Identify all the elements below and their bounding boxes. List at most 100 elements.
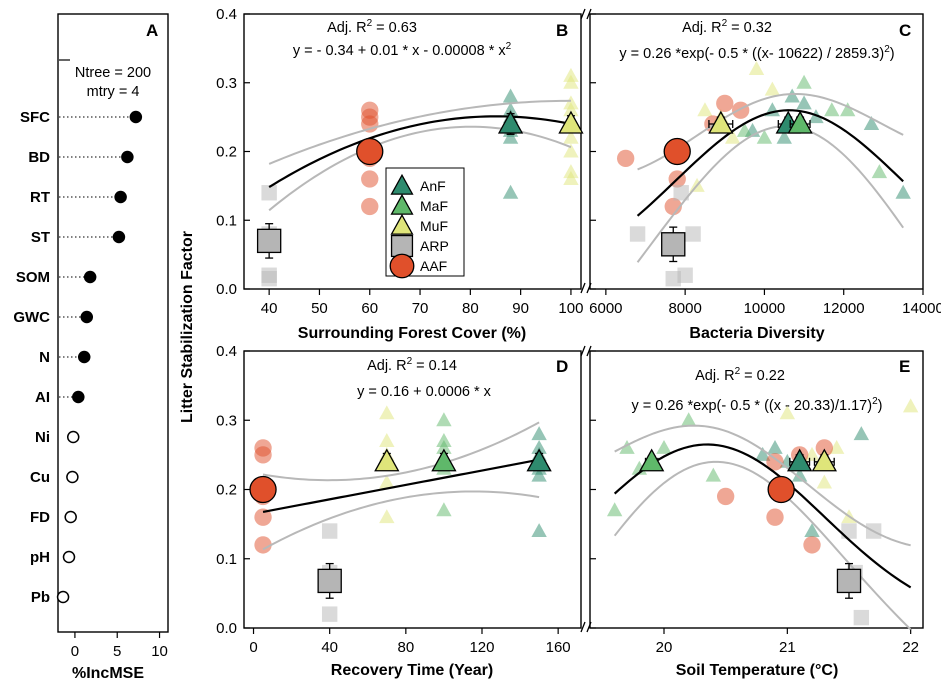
panel-b-label: B — [556, 21, 568, 40]
panel-d-x-tick-label: 160 — [546, 639, 571, 656]
raw-point-anf — [776, 129, 792, 144]
raw-point-muf — [748, 61, 765, 75]
panel-c-label: C — [899, 21, 911, 40]
panel-d-y-tick-label: 0.1 — [216, 551, 237, 568]
panel-d-label: D — [556, 357, 568, 376]
raw-point-maf — [436, 439, 452, 454]
panel-b-y-tick-label: 0.0 — [216, 281, 237, 298]
panel-d-x-tick-label: 120 — [469, 639, 494, 656]
importance-point-bd — [121, 150, 134, 164]
mean-point-maf — [639, 448, 665, 472]
raw-point-maf — [436, 502, 452, 517]
raw-point-maf — [436, 412, 452, 427]
legend: AnF MaF MuF ARP AAF — [385, 167, 465, 279]
raw-point-muf — [816, 474, 833, 489]
predictor-label-sfc: SFC — [20, 109, 50, 126]
panel-a-x-tick-label: 10 — [151, 643, 168, 660]
panel-e-x-tick-label: 20 — [656, 639, 673, 656]
predictor-label-fd: FD — [30, 509, 50, 526]
panel-b-x-tick-label: 40 — [261, 300, 278, 317]
panel-b-x-label: Surrounding Forest Cover (%) — [298, 325, 526, 342]
panel-d-x-tick-label: 40 — [321, 639, 338, 656]
raw-point-anf — [502, 184, 519, 199]
axis-break-mark — [586, 282, 592, 294]
raw-point-muf — [828, 439, 845, 454]
raw-point-muf — [697, 102, 713, 117]
mean-point-arp — [317, 568, 342, 594]
raw-point-muf — [779, 405, 796, 420]
importance-point-n — [77, 350, 91, 364]
panel-a-mtry: mtry = 4 — [87, 84, 140, 100]
panel-c-equation: y = 0.26 *exp(- 0.5 * ((x- 10622) / 2859… — [619, 44, 894, 62]
raw-point-anf — [895, 184, 911, 199]
importance-point-fd — [64, 510, 77, 524]
raw-point-arp — [321, 523, 338, 539]
raw-point-aaf — [766, 453, 784, 471]
raw-point-muf — [379, 509, 395, 524]
raw-point-muf — [764, 81, 781, 96]
raw-point-aaf — [254, 536, 272, 554]
raw-point-maf — [736, 122, 753, 137]
predictor-label-gwc: GWC — [13, 309, 50, 326]
raw-point-muf — [563, 171, 579, 185]
predictor-label-rt: RT — [30, 189, 50, 206]
raw-point-aaf — [815, 439, 834, 457]
raw-point-anf — [754, 446, 771, 461]
panel-b-r2: Adj. R2 = 0.63 — [327, 18, 417, 36]
raw-point-maf — [756, 129, 773, 144]
mean-point-arp — [256, 228, 282, 254]
panel-d-x-label: Recovery Time (Year) — [331, 662, 493, 679]
mean-point-aaf — [249, 475, 277, 504]
panel-c-marks: 6000 8000 10000 12000 14000 — [589, 13, 941, 317]
ci-upper-line — [268, 99, 571, 165]
mean-point-anf — [526, 448, 552, 472]
panel-b-y-tick-label: 0.4 — [216, 6, 237, 23]
panel-d-marks: 0.0 0.1 0.2 0.3 0.4 0 40 80 120 160 — [216, 343, 571, 656]
predictor-label-cu: Cu — [30, 469, 50, 486]
raw-point-anf — [853, 426, 870, 441]
raw-point-anf — [767, 439, 783, 454]
raw-point-arp — [853, 609, 870, 626]
raw-point-aaf — [716, 94, 734, 113]
y-axis-label: Litter Stabilization Factor — [179, 231, 196, 423]
importance-point-sfc — [129, 110, 143, 124]
importance-point-st — [112, 230, 126, 244]
raw-point-aaf — [616, 149, 635, 168]
importance-point-ni — [66, 430, 80, 444]
panel-d-y-tick-label: 0.3 — [216, 412, 237, 429]
panel-d-x-tick-label: 80 — [397, 639, 414, 656]
fit-line — [636, 109, 904, 217]
panel-c-x-tick-label: 6000 — [589, 300, 622, 317]
panel-a-x-tick-label: 0 — [71, 643, 79, 660]
raw-point-muf — [563, 143, 579, 158]
raw-point-arp — [261, 185, 277, 201]
legend-symbol-aaf — [389, 253, 415, 279]
panel-d-equation: y = 0.16 + 0.0006 * x — [357, 384, 492, 400]
fit-line — [262, 458, 540, 514]
raw-point-maf — [680, 412, 697, 427]
raw-point-arp — [629, 226, 646, 242]
panel-e-x-label: Soil Temperature (°C) — [676, 662, 839, 679]
importance-point-pb — [56, 590, 70, 604]
axis-break-mark — [580, 282, 586, 294]
panel-b-x-tick-label: 60 — [361, 300, 378, 317]
predictor-label-ni: Ni — [35, 429, 50, 446]
panel-d-y-tick-label: 0.4 — [216, 343, 237, 360]
panel-a-x-tick-label: 5 — [113, 643, 121, 660]
fit-line — [268, 115, 572, 189]
panel-a-frame — [57, 13, 169, 633]
panel-c-r2: Adj. R2 = 0.32 — [682, 18, 772, 36]
panel-e-equation: y = 0.26 *exp(- 0.5 * ((x - 20.33)/1.17)… — [632, 396, 883, 414]
ci-lower-line — [636, 125, 904, 263]
mean-point-anf — [787, 448, 813, 472]
predictor-label-ai: AI — [35, 389, 50, 406]
raw-point-anf — [804, 523, 820, 538]
mean-point-aaf — [663, 137, 691, 166]
mean-point-arp — [836, 568, 862, 594]
raw-point-anf — [531, 467, 547, 482]
raw-point-muf — [563, 74, 579, 89]
importance-point-som — [83, 270, 97, 284]
raw-point-aaf — [254, 446, 272, 464]
panel-c-x-tick-label: 12000 — [823, 300, 865, 317]
